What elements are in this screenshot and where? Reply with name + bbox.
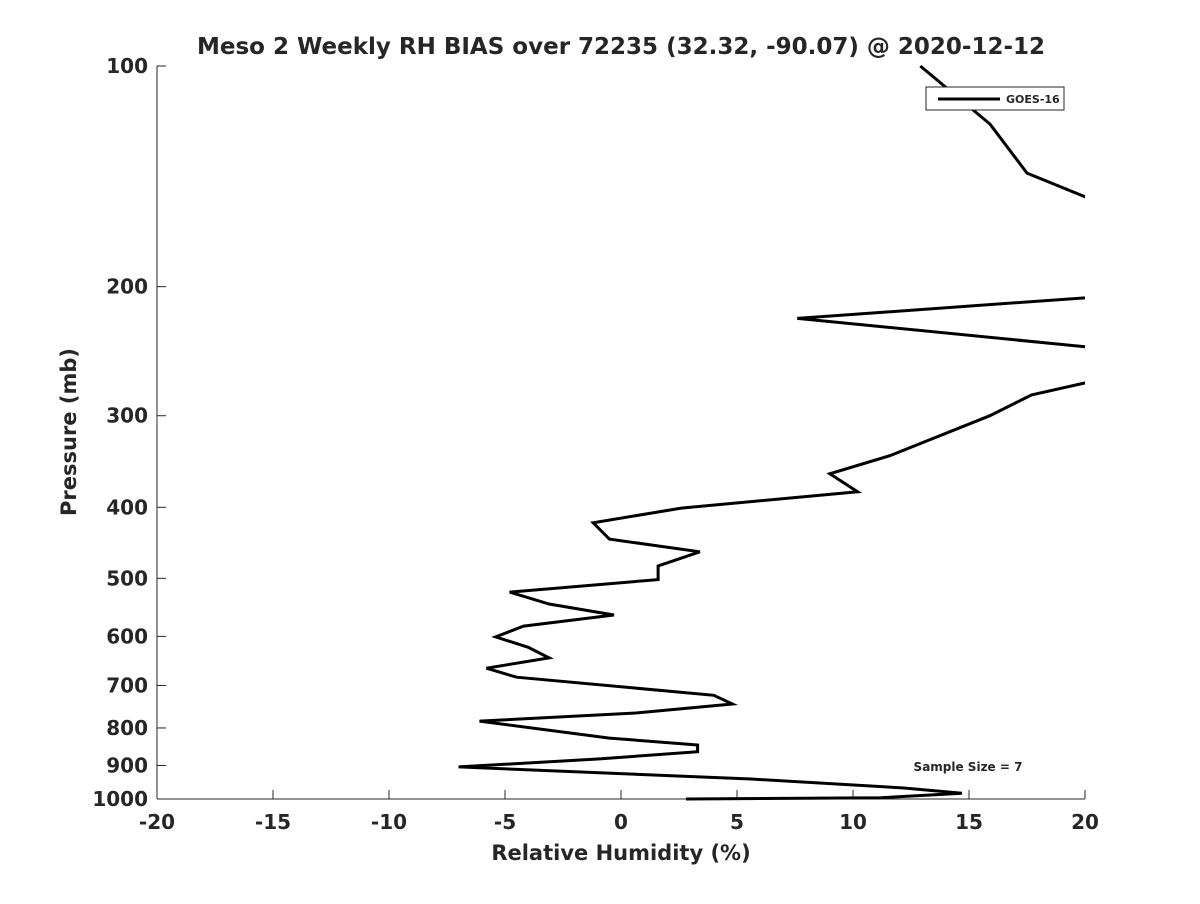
x-tick-label: 10	[839, 810, 867, 834]
y-tick-label: 700	[106, 673, 148, 697]
y-tick-label: 900	[106, 753, 148, 777]
x-tick-label: 5	[730, 810, 744, 834]
chart-title: Meso 2 Weekly RH BIAS over 72235 (32.32,…	[197, 34, 1045, 60]
y-tick-label: 300	[106, 404, 148, 428]
legend: GOES-16	[925, 86, 1065, 111]
y-tick-label: 100	[106, 54, 148, 78]
axes: -20 -15 -10 -5 0 5 10 15 20 100 200 300 400 500 600 700…	[92, 54, 1099, 834]
x-axis-label: Relative Humidity (%)	[491, 841, 750, 865]
series-line-goes-16	[458, 64, 1085, 801]
sample-size-annotation: Sample Size = 7	[914, 760, 1023, 774]
y-tick-label: 500	[106, 566, 148, 590]
x-tick-label: -10	[371, 810, 407, 834]
x-tick-label: 15	[955, 810, 983, 834]
x-tick-label: -5	[494, 810, 516, 834]
y-tick-label: 600	[106, 624, 148, 648]
y-axis-label: Pressure (mb)	[57, 348, 81, 516]
x-tick-label: -15	[255, 810, 291, 834]
x-tick-label: 0	[614, 810, 628, 834]
y-tick-label: 400	[106, 495, 148, 519]
y-tick-label: 800	[106, 716, 148, 740]
x-tick-label: -20	[139, 810, 175, 834]
legend-label-goes-16: GOES-16	[1006, 93, 1060, 106]
x-tick-label: 20	[1071, 810, 1099, 834]
y-tick-label: 200	[106, 275, 148, 299]
y-tick-label: 1000	[92, 787, 148, 811]
